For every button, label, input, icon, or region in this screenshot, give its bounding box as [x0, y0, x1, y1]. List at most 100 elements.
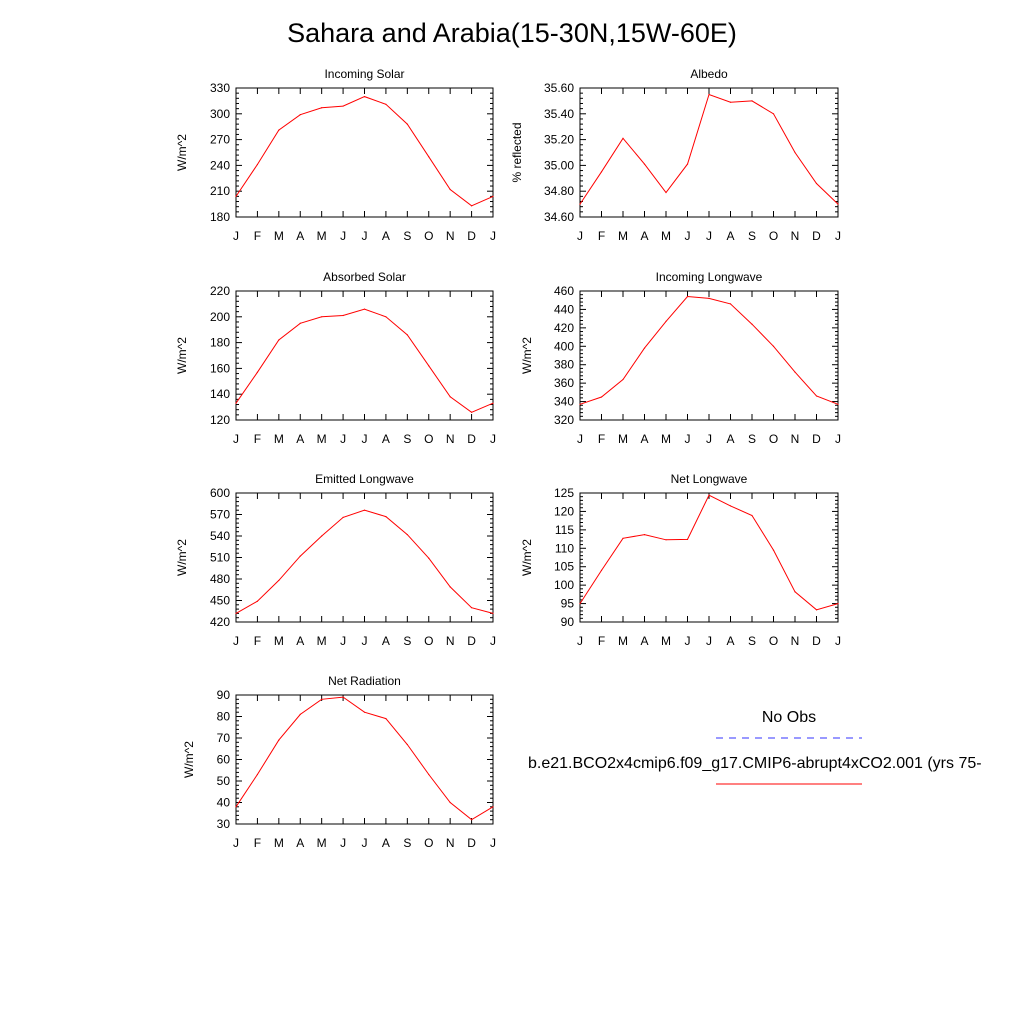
x-tick-label: F [598, 229, 605, 243]
data-point [665, 539, 667, 541]
y-tick-label: 100 [554, 578, 574, 592]
data-point [385, 316, 387, 318]
data-point [622, 378, 624, 381]
legend: No Obs b.e21.BCO2x4cmip6.f09_g17.CMIP6-ab… [528, 709, 982, 785]
y-tick-label: 115 [555, 523, 574, 537]
data-point [772, 549, 775, 551]
x-tick-label: A [296, 836, 304, 850]
data-point [470, 607, 473, 609]
y-tick-label: 420 [554, 321, 574, 335]
panel-title: Emitted Longwave [315, 472, 414, 486]
panel-title: Absorbed Solar [323, 270, 406, 284]
data-point [406, 533, 408, 536]
x-tick-label: A [382, 229, 390, 243]
y-tick-label: 220 [210, 284, 230, 298]
data-point [235, 806, 237, 808]
x-tick-label: J [835, 634, 841, 648]
data-point [321, 535, 323, 537]
data-point [256, 600, 259, 602]
data-point [643, 347, 646, 349]
y-tick-label: 400 [554, 339, 574, 353]
y-tick-label: 270 [210, 133, 230, 147]
data-point [815, 609, 818, 611]
y-tick-label: 30 [217, 817, 231, 831]
data-point [751, 100, 753, 102]
y-axis-label: W/m^2 [175, 539, 189, 576]
data-point [406, 123, 408, 125]
data-point [492, 612, 494, 615]
data-point [579, 203, 581, 205]
data-point [492, 402, 494, 404]
x-tick-label: J [362, 229, 368, 243]
x-tick-label: O [424, 229, 433, 243]
data-point [492, 806, 494, 808]
plot-frame [235, 694, 494, 825]
data-point [600, 569, 603, 572]
panel-title: Net Longwave [671, 472, 748, 486]
x-tick-label: D [467, 432, 476, 446]
data-point [470, 411, 473, 413]
x-tick-label: J [685, 634, 691, 648]
data-point [342, 314, 344, 317]
y-tick-label: 90 [217, 688, 231, 702]
x-tick-label: D [812, 229, 821, 243]
data-point [579, 602, 581, 605]
data-point [751, 323, 753, 325]
data-point [751, 514, 753, 517]
data-point [665, 320, 667, 323]
data-point [363, 308, 366, 310]
x-tick-label: J [340, 229, 346, 243]
data-point [794, 371, 796, 373]
data-point [299, 322, 301, 324]
plot-frame [235, 492, 494, 623]
y-tick-label: 420 [210, 615, 230, 629]
plot-frame [579, 290, 839, 421]
y-tick-label: 35.00 [544, 158, 574, 172]
x-tick-label: J [835, 229, 841, 243]
x-tick-label: O [424, 634, 433, 648]
y-tick-label: 110 [555, 541, 574, 555]
data-point [406, 743, 408, 746]
data-point [643, 534, 646, 536]
y-tick-label: 360 [554, 376, 574, 390]
data-point [729, 505, 732, 507]
data-point [729, 101, 732, 103]
data-point [428, 156, 430, 158]
y-tick-label: 440 [554, 302, 574, 316]
y-tick-label: 380 [554, 358, 574, 372]
data-point [235, 612, 237, 615]
data-point [256, 773, 259, 776]
x-tick-label: J [340, 634, 346, 648]
data-point [815, 395, 818, 397]
x-tick-label: M [317, 634, 327, 648]
y-tick-label: 35.20 [544, 133, 574, 147]
x-tick-label: M [661, 432, 671, 446]
data-point [299, 713, 301, 715]
data-point [256, 163, 259, 166]
x-tick-label: N [791, 432, 800, 446]
x-tick-label: M [274, 634, 284, 648]
data-point [708, 93, 710, 96]
panel-title: Albedo [690, 67, 728, 81]
x-tick-label: J [706, 229, 712, 243]
data-point [600, 171, 603, 173]
y-tick-label: 330 [210, 81, 230, 95]
y-tick-label: 210 [210, 184, 230, 198]
x-tick-label: S [748, 634, 756, 648]
data-point [643, 163, 646, 165]
data-point [686, 538, 689, 541]
x-tick-label: F [254, 836, 261, 850]
y-tick-label: 540 [210, 529, 230, 543]
data-point [278, 739, 280, 741]
x-tick-label: J [490, 432, 496, 446]
x-tick-label: A [382, 634, 390, 648]
y-axis-label: % reflected [510, 122, 524, 182]
plot-frame [579, 87, 839, 218]
x-tick-label: J [706, 432, 712, 446]
x-tick-label: M [317, 432, 327, 446]
data-point [665, 191, 667, 194]
y-tick-label: 510 [210, 551, 230, 565]
